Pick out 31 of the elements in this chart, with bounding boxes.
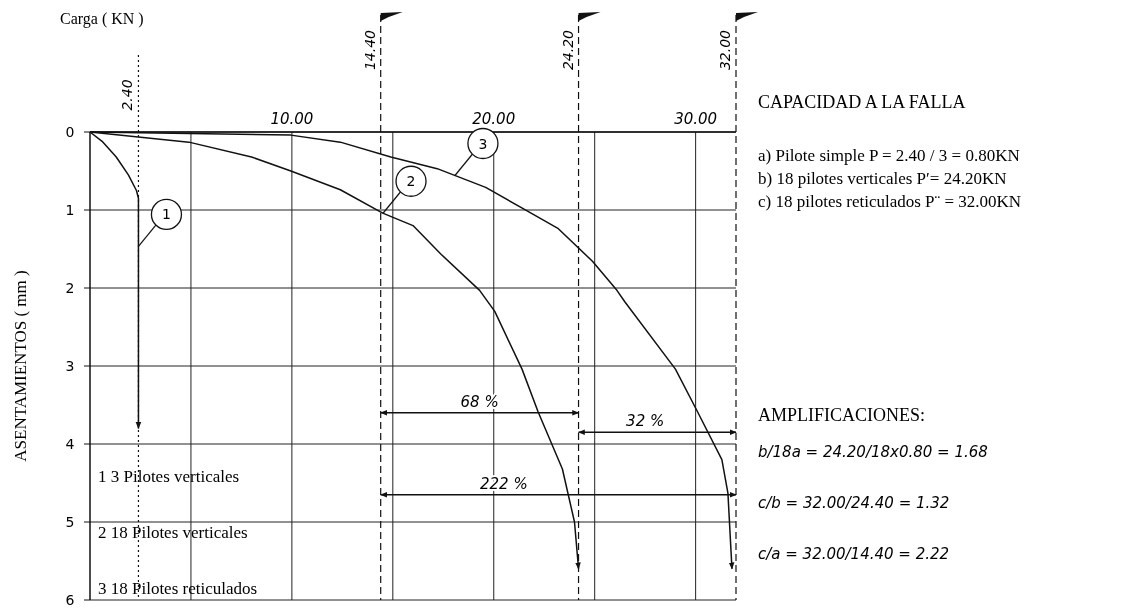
annotation: 1 3 Pilotes verticales — [98, 467, 240, 486]
x-tick-label: 20.00 — [472, 110, 516, 128]
y-axis-title: ASENTAMIENTOS ( mm ) — [11, 270, 30, 462]
text: b/18a = 24.20/18x0.80 = 1.68 — [758, 443, 988, 461]
ref-line-label: 24.20 — [559, 29, 576, 71]
ref-line-label: 32.00 — [717, 29, 733, 71]
ref-line-label: 2.40 — [119, 79, 136, 111]
x-tick-label: 10.00 — [270, 110, 314, 128]
x-tick-label: 30.00 — [674, 110, 718, 128]
text: c) 18 pilotes reticulados P¨ = 32.00KN — [758, 192, 1022, 211]
annotation: 32 % — [626, 412, 665, 431]
text: CAPACIDAD A LA FALLA — [758, 92, 966, 112]
y-tick-label: 5 — [65, 514, 75, 530]
y-tick-label: 6 — [65, 592, 75, 608]
text: Carga ( KN ) — [60, 10, 144, 28]
y-tick-label: 0 — [65, 124, 75, 140]
text: AMPLIFICACIONES: — [758, 405, 926, 425]
y-tick-label: 2 — [65, 280, 75, 296]
annotation: 3 18 Pilotes reticulados — [98, 579, 258, 598]
y-tick-label: 1 — [65, 202, 75, 218]
annotation: 2 18 Pilotes verticales — [98, 523, 248, 542]
text: c/b = 32.00/24.40 = 1.32 — [758, 494, 950, 512]
series-label: 1 — [161, 206, 171, 223]
y-tick-label: 4 — [65, 436, 75, 452]
y-tick-label: 3 — [65, 358, 75, 374]
ref-line-label: 14.40 — [361, 29, 378, 71]
text: 3 — [478, 135, 488, 152]
text: 2 — [406, 173, 416, 190]
text: a) Pilote simple P = 2.40 / 3 = 0.80KN — [758, 146, 1020, 165]
text: b) 18 pilotes verticales P′= 24.20KN — [758, 169, 1007, 188]
text: c/a = 32.00/14.40 = 2.22 — [758, 545, 950, 563]
